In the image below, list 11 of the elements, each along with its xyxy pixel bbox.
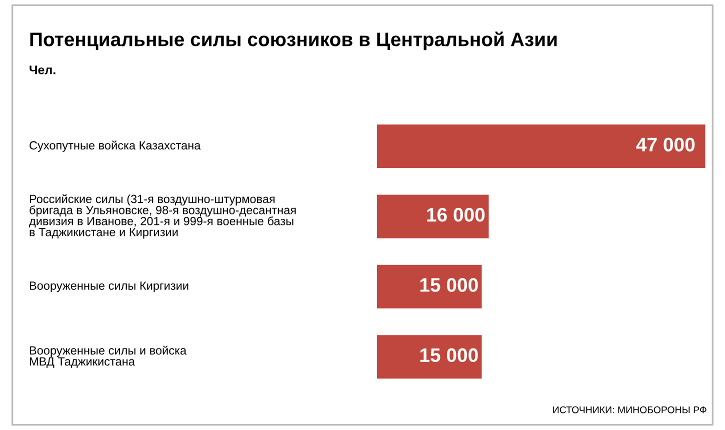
y-tick-label: Вооруженные силы и войска МВД Таджикистана: [30, 346, 187, 368]
text: ИСТОЧНИКИ: МИНОБОРОНЫ РФ: [553, 406, 706, 414]
data-label: 47 000: [636, 138, 695, 152]
data-label: 16 000: [427, 208, 485, 222]
y-tick-label: Российские силы (31-я воздушно-штурмовая бригада в Ульяновске, 98-я воздушно-десантная дивизия в Иванове, 201-я и 999-я военные базы в Таджикистане и Киргизии: [29, 194, 296, 239]
text: Чел.: [30, 66, 56, 74]
data-label: 15 000: [420, 348, 478, 362]
chart-title: Потенциальные силы союзников в Центральной Азии: [30, 32, 557, 50]
y-tick-label: Сухопутные войска Казахстана: [30, 140, 201, 152]
data-label: 15 000: [420, 278, 478, 292]
y-tick-label: Вооруженные силы Киргизии: [30, 282, 188, 292]
